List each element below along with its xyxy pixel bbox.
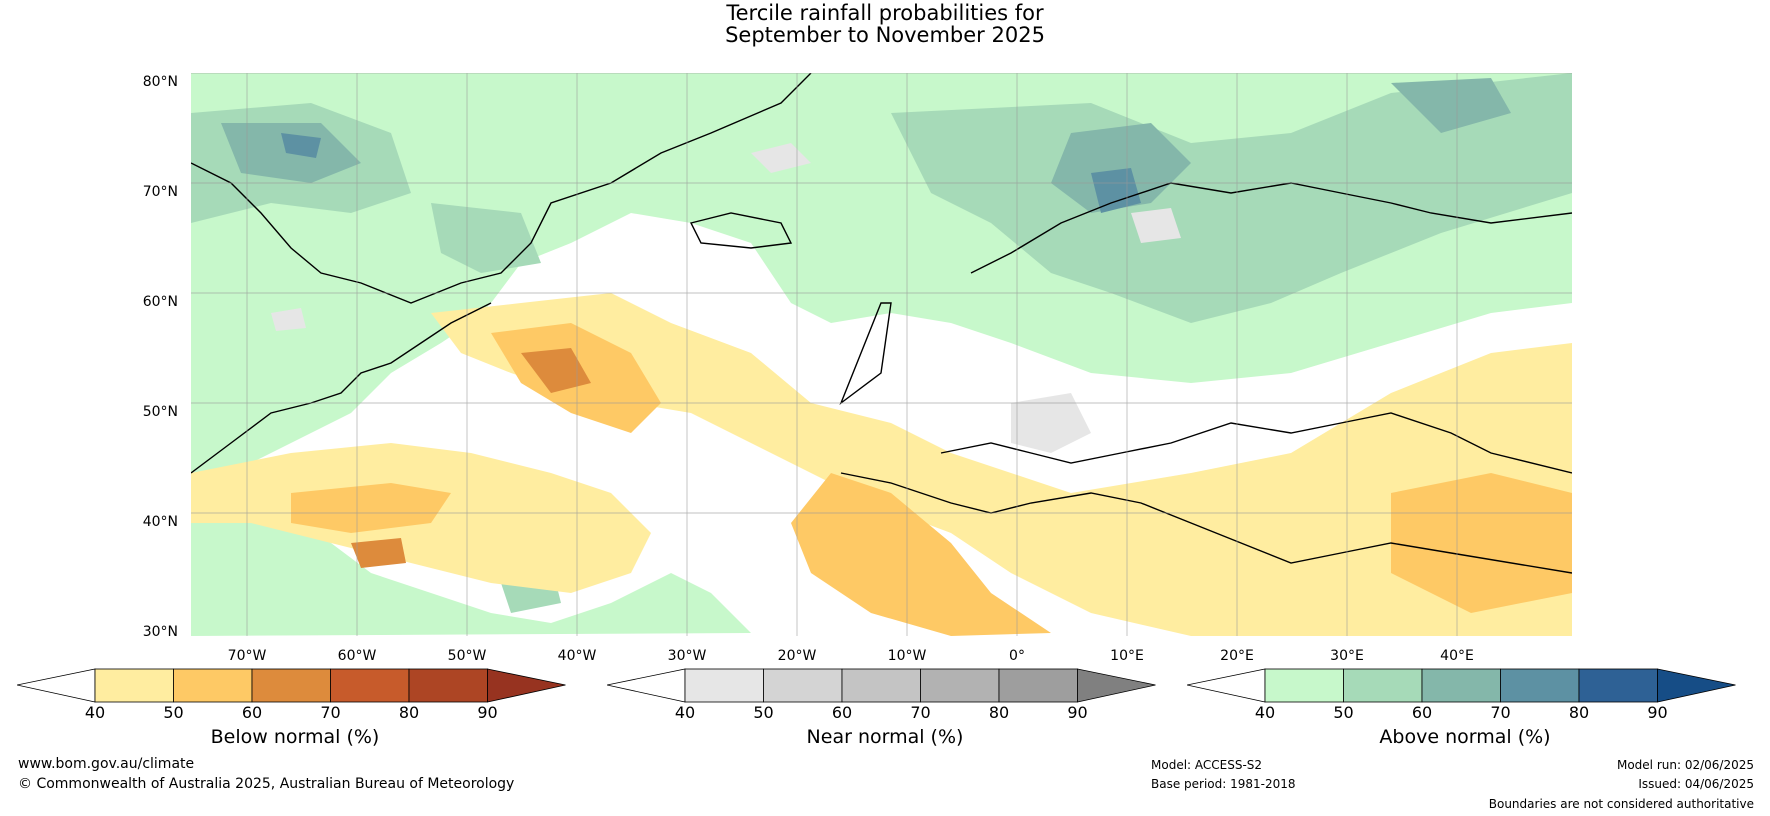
lat-label-60n: 60°N: [142, 294, 178, 310]
lat-label-30n: 30°N: [142, 624, 178, 640]
near-colorbar-segment: [920, 668, 1000, 703]
lon-label-70w: 70°W: [227, 648, 267, 664]
near-colorbar-low-extension: [607, 668, 686, 703]
lat-label-70n: 70°N: [142, 184, 178, 200]
lon-label-0: 0°: [1009, 648, 1025, 664]
above-colorbar-segment: [1421, 668, 1501, 703]
model-run-text: Model run: 02/06/2025: [1616, 758, 1754, 772]
near-colorbar-segment: [763, 668, 843, 703]
below-colorbar-tick: 60: [241, 703, 263, 722]
lon-label-30w: 30°W: [667, 648, 707, 664]
below-colorbar-low-extension: [17, 668, 96, 703]
model-text: Model: ACCESS-S2: [1151, 758, 1263, 772]
below-colorbar-tick: 50: [163, 703, 184, 722]
lon-label-40w: 40°W: [557, 648, 597, 664]
map-title-line2: September to November 2025: [725, 23, 1045, 47]
below-colorbar-segment: [251, 668, 331, 703]
below-colorbar-segment: [94, 668, 174, 703]
above-colorbar-segment: [1343, 668, 1423, 703]
below-colorbar-segment: [330, 668, 410, 703]
above-colorbar-high-extension: [1657, 668, 1736, 703]
near-normal-label: Near normal (%): [806, 726, 964, 748]
below-colorbar-high-extension: [487, 668, 566, 703]
near-colorbar-tick: 50: [753, 703, 774, 722]
lon-label-20e: 20°E: [1220, 648, 1254, 664]
lat-label-80n: 80°N: [142, 74, 178, 90]
near-colorbar-high-extension: [1077, 668, 1156, 703]
lon-label-10e: 10°E: [1110, 648, 1144, 664]
lon-label-50w: 50°W: [447, 648, 487, 664]
lon-label-40e: 40°E: [1440, 648, 1474, 664]
map-title-line1: Tercile rainfall probabilities for: [726, 1, 1044, 25]
above-colorbar-segment: [1264, 668, 1344, 703]
above-normal-label: Above normal (%): [1379, 726, 1551, 748]
above-colorbar-tick: 70: [1490, 703, 1511, 722]
below-colorbar-tick: 80: [398, 703, 420, 722]
issued-text: Issued: 04/06/2025: [1638, 777, 1754, 791]
near-colorbar-tick: 40: [674, 703, 696, 722]
lon-label-60w: 60°W: [337, 648, 377, 664]
below-normal-colorbar: [17, 668, 566, 703]
above-normal-colorbar: [1187, 668, 1736, 703]
above-colorbar-tick: 50: [1333, 703, 1354, 722]
below-colorbar-tick: 40: [84, 703, 106, 722]
below-colorbar-tick: 70: [320, 703, 341, 722]
above-colorbar-tick: 60: [1411, 703, 1433, 722]
below-normal-regions: [191, 293, 1572, 636]
above-colorbar-segment: [1578, 668, 1658, 703]
below-colorbar-tick: 90: [477, 703, 498, 722]
above-colorbar-low-extension: [1187, 668, 1266, 703]
near-colorbar-tick: 80: [988, 703, 1010, 722]
near-normal-regions: [271, 143, 1181, 453]
above-colorbar-segment: [1500, 668, 1580, 703]
below-colorbar-segment: [408, 668, 488, 703]
lon-label-20w: 20°W: [777, 648, 817, 664]
lon-label-30e: 30°E: [1330, 648, 1364, 664]
above-colorbar-tick: 40: [1254, 703, 1276, 722]
near-colorbar-tick: 70: [910, 703, 931, 722]
above-normal-regions: [191, 73, 1572, 636]
below-colorbar-segment: [173, 668, 253, 703]
below-normal-label: Below normal (%): [210, 726, 380, 748]
website-link[interactable]: www.bom.gov.au/climate: [18, 756, 195, 772]
near-colorbar-segment: [841, 668, 921, 703]
graticule: [191, 73, 1572, 636]
above-colorbar-tick: 80: [1568, 703, 1590, 722]
lat-label-40n: 40°N: [142, 514, 178, 530]
above-colorbar-tick: 90: [1647, 703, 1668, 722]
coastlines: [191, 73, 1572, 574]
lat-label-50n: 50°N: [142, 404, 178, 420]
disclaimer-text: Boundaries are not considered authoritat…: [1488, 797, 1754, 811]
near-colorbar-segment: [998, 668, 1078, 703]
lon-label-10w: 10°W: [887, 648, 927, 664]
rainfall-probability-map: [191, 73, 1572, 636]
copyright-text: © Commonwealth of Australia 2025, Austra…: [18, 776, 515, 792]
near-colorbar-tick: 60: [831, 703, 853, 722]
near-colorbar-segment: [684, 668, 764, 703]
near-colorbar-tick: 90: [1067, 703, 1088, 722]
base-period-text: Base period: 1981-2018: [1151, 777, 1296, 791]
near-normal-colorbar: [607, 668, 1156, 703]
